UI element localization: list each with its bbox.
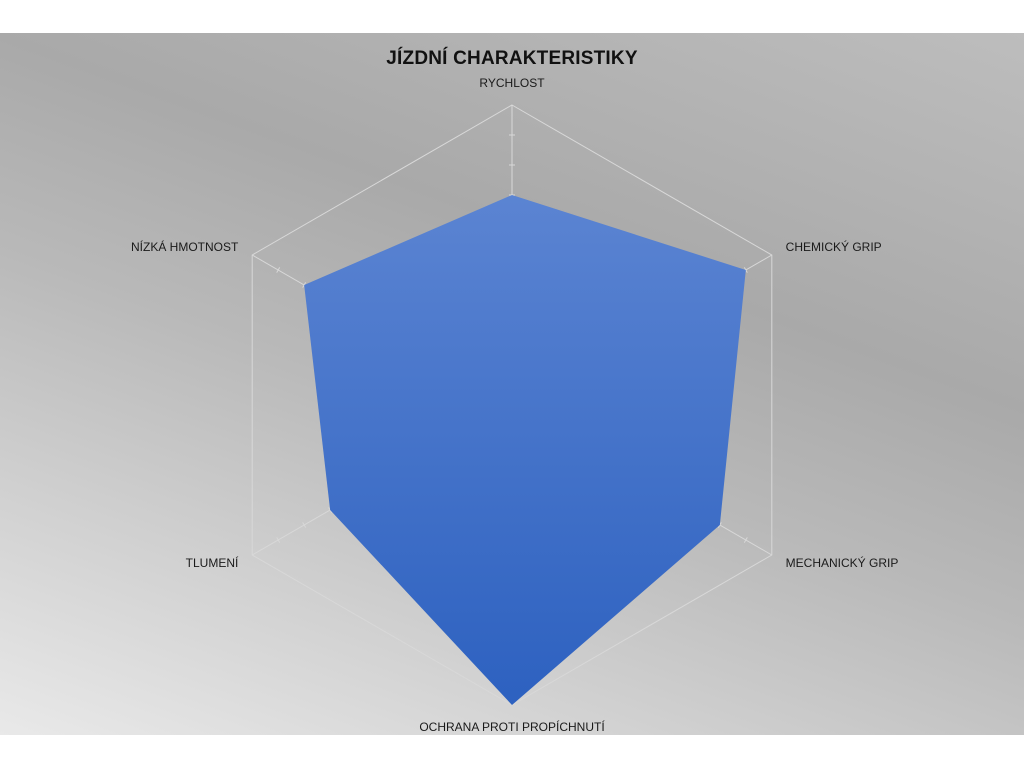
axis-tick (743, 537, 748, 543)
axis-label: RYCHLOST (479, 76, 545, 90)
axis-label: OCHRANA PROTI PROPÍCHNUTÍ (419, 719, 605, 734)
series-area-1 (304, 195, 746, 705)
axis-tick (276, 537, 281, 543)
axis-tick (302, 522, 307, 528)
chart-title: JÍZDNÍ CHARAKTERISTIKY (386, 48, 638, 69)
axis-label: TLUMENÍ (186, 555, 239, 570)
radar-series (304, 195, 746, 705)
radar-axis-labels: RYCHLOST CHEMICKÝ GRIP MECHANICKÝ GRIP OCHR… (131, 76, 898, 734)
axis-tick (276, 267, 281, 273)
axis-label: MECHANICKÝ GRIP (786, 555, 899, 570)
axis-label: NÍZKÁ HMOTNOST (131, 239, 239, 254)
axis-label: CHEMICKÝ GRIP (786, 239, 882, 254)
